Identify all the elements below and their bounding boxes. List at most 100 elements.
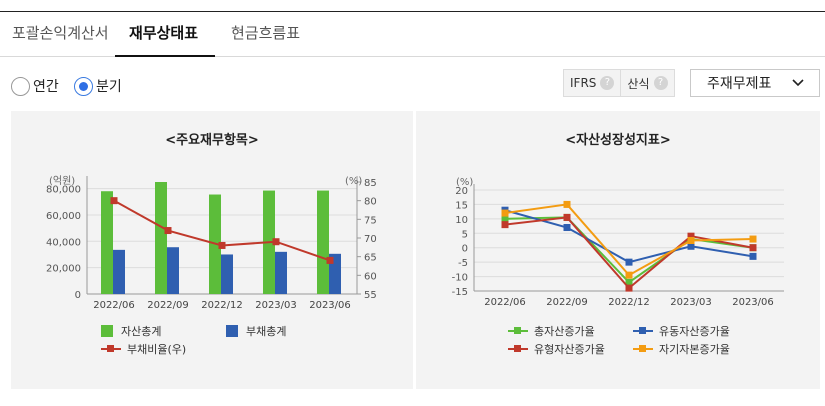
x-tick-label: 2022/06 (484, 297, 526, 308)
y-left-tick-label: 40,000 (46, 237, 81, 248)
y-left-unit: (억원) (49, 175, 75, 187)
point-debt-ratio (272, 238, 280, 246)
x-tick-label: 2023/03 (255, 300, 297, 311)
x-tick-label: 2023/03 (670, 297, 712, 308)
legend-label: 자기자본증가율 (659, 343, 730, 356)
point-equity-growth (501, 209, 509, 217)
legend-swatch (101, 325, 113, 337)
bar-total-liabilities (275, 251, 287, 294)
legend-item-current-asset-growth: 유동자산증가율 (633, 323, 730, 339)
y-right-tick-label: 55 (364, 290, 377, 301)
bar-total-liabilities (113, 249, 125, 294)
statement-type-select[interactable]: 주재무제표 (690, 69, 820, 97)
point-equity-growth (687, 237, 695, 244)
x-tick-label: 2023/06 (732, 297, 774, 308)
point-equity-growth (625, 271, 633, 279)
legend-label: 유형자산증가율 (534, 343, 605, 356)
chevron-down-icon (792, 79, 804, 87)
x-tick-label: 2023/06 (309, 300, 351, 311)
y-tick-label: 20 (455, 186, 468, 197)
legend-line-marker (508, 326, 528, 336)
legend-label: 부채총계 (246, 325, 287, 338)
y-tick-label: 10 (455, 215, 468, 226)
legend-label: 자산총계 (121, 325, 162, 338)
y-right-unit: (%) (345, 176, 362, 187)
point-total-asset-growth (501, 215, 509, 223)
bar-total-liabilities (167, 247, 179, 294)
point-current-asset-growth (687, 242, 695, 250)
radio-selected-icon (74, 76, 93, 96)
legend-item-tangible-asset-growth: 유형자산증가율 (508, 341, 605, 357)
y-right-tick-label: 65 (364, 253, 377, 264)
x-tick-label: 2022/06 (93, 300, 135, 311)
select-value: 주재무제표 (707, 76, 772, 92)
ifrs-option[interactable]: IFRS ? (564, 70, 620, 96)
x-tick-label: 2022/12 (201, 300, 243, 311)
y-tick-label: 0 (462, 244, 468, 255)
point-tangible-asset-growth (501, 221, 509, 229)
point-current-asset-growth (625, 258, 633, 266)
legend-line-marker (101, 344, 121, 354)
formula-label: 산식 (627, 76, 650, 91)
help-icon[interactable]: ? (600, 76, 615, 90)
y-unit: (%) (456, 177, 473, 188)
legend-label: 유동자산증가율 (659, 325, 730, 338)
y-right-tick-label: 75 (364, 215, 377, 226)
legend-line-marker (633, 344, 653, 354)
bar-total-liabilities (221, 254, 233, 294)
bar-total-assets (317, 190, 329, 294)
y-left-tick-label: 80,000 (46, 185, 81, 196)
y-left-tick-label: 20,000 (46, 264, 81, 275)
radio-annual-label: 연간 (33, 79, 59, 95)
tab-income-statement[interactable]: 포괄손익계산서 (12, 24, 109, 42)
y-right-tick-label: 60 (364, 271, 377, 282)
point-tangible-asset-growth (563, 213, 571, 221)
point-debt-ratio (164, 227, 172, 235)
point-debt-ratio (110, 197, 118, 205)
y-right-tick-label: 80 (364, 197, 377, 208)
y-tick-label: -15 (452, 287, 468, 298)
x-tick-label: 2022/12 (608, 297, 650, 308)
y-right-tick-label: 70 (364, 234, 377, 245)
point-total-asset-growth (625, 278, 633, 286)
y-left-tick-label: 60,000 (46, 211, 81, 222)
asset-growth-chart: -15 -10 -5 0 5 10 15 20(%) 2022/06 2022/09 2022/12… (452, 177, 784, 308)
radio-annual[interactable]: 연간 (11, 76, 59, 96)
left-legend: 자산총계 부채총계 부채비율(우) (101, 323, 401, 363)
point-tangible-asset-growth (625, 284, 633, 292)
tab-cash-flow[interactable]: 현금흐름표 (231, 24, 301, 42)
tab-balance-sheet[interactable]: 재무상태표 (115, 12, 215, 57)
point-current-asset-growth (563, 224, 571, 232)
legend-item-total-asset-growth: 총자산증가율 (508, 323, 595, 339)
x-tick-label: 2022/09 (147, 300, 189, 311)
bar-total-assets (101, 191, 113, 294)
panel-title: <자산성장성지표> (565, 133, 671, 148)
radio-quarterly[interactable]: 분기 (74, 76, 122, 96)
legend-label: 총자산증가율 (534, 325, 595, 338)
point-equity-growth (749, 235, 757, 243)
point-tangible-asset-growth (687, 232, 695, 240)
y-tick-label: -10 (452, 273, 468, 284)
bar-total-assets (155, 182, 167, 294)
panel-title: <주요재무항목> (165, 133, 259, 148)
asset-growth-panel: <자산성장성지표> -15 -10 -5 0 5 10 15 20 (%) 2022/06 2022… (416, 111, 820, 389)
point-debt-ratio (218, 241, 226, 249)
x-tick-label: 2022/09 (546, 297, 588, 308)
statement-tabs: 포괄손익계산서 재무상태표 현금흐름표 (0, 12, 825, 57)
legend-label: 부채비율(우) (127, 343, 187, 356)
point-current-asset-growth (749, 252, 757, 260)
radio-quarterly-label: 분기 (96, 79, 122, 95)
legend-item-equity-growth: 자기자본증가율 (633, 341, 730, 357)
y-right-tick-label: 85 (364, 178, 377, 189)
line-debt-ratio (113, 199, 331, 262)
point-debt-ratio (326, 256, 334, 264)
y-left-tick-label: 0 (75, 290, 81, 301)
formula-option[interactable]: 산식 ? (620, 70, 673, 96)
y-tick-label: -5 (458, 258, 468, 269)
key-financials-chart: 020,00040,00060,00080,00055606570758085(… (46, 175, 377, 311)
y-tick-label: 5 (462, 229, 468, 240)
legend-line-marker (633, 326, 653, 336)
right-legend: 총자산증가율 유동자산증가율 유형자산증가율 자기자본증가율 (508, 323, 808, 363)
legend-item-assets: 자산총계 (101, 323, 161, 339)
help-icon[interactable]: ? (653, 76, 668, 90)
